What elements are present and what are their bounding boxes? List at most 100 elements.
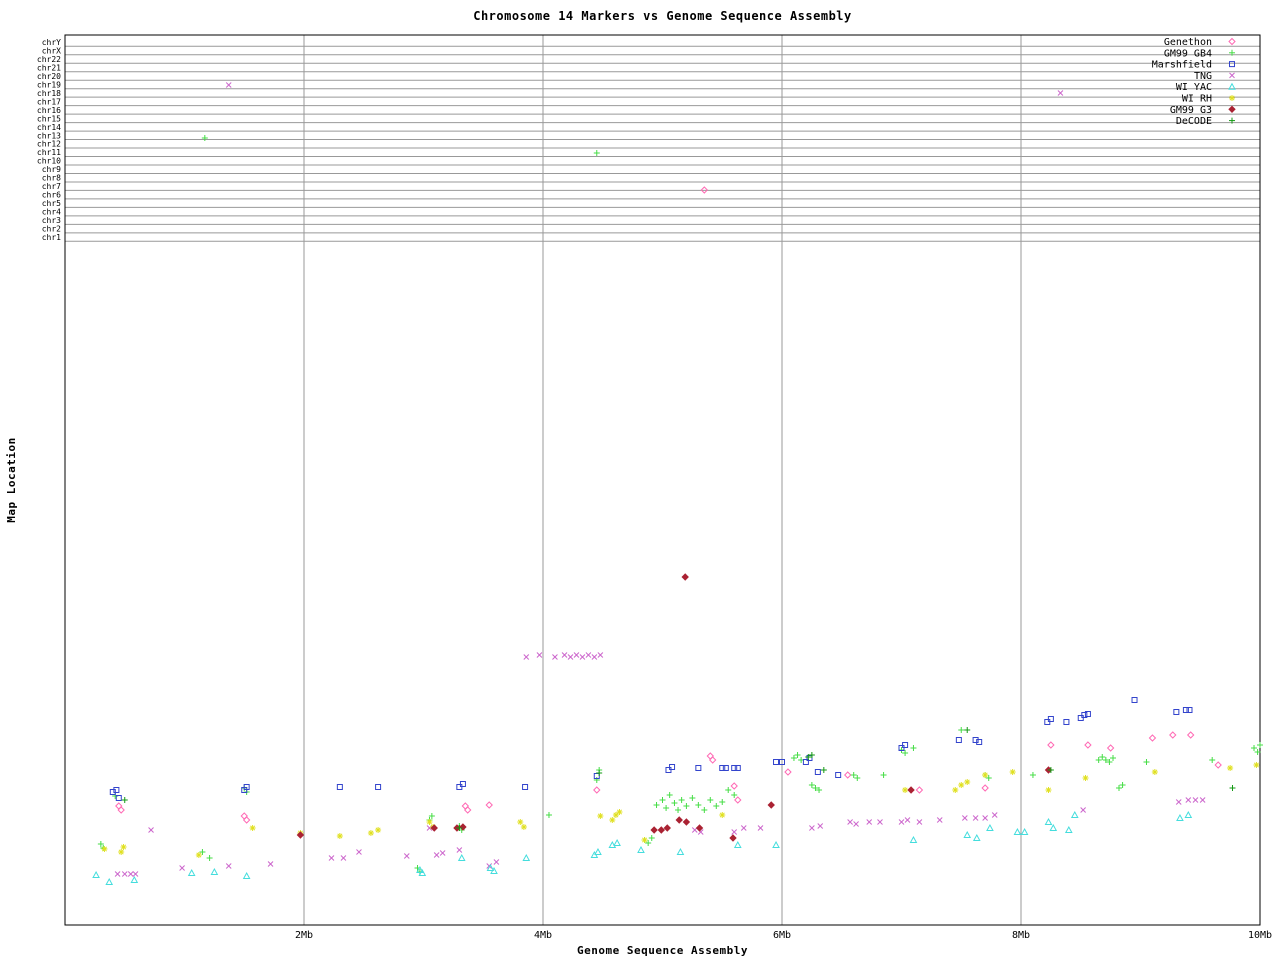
data-point-gm99-g3 <box>695 824 704 832</box>
data-point-marshfield <box>719 765 726 771</box>
legend-label: Genethon <box>1164 37 1212 48</box>
data-point-genethon <box>844 771 852 779</box>
data-point-gm99-g3 <box>663 824 671 832</box>
data-point-genethon <box>708 756 717 764</box>
data-point-genethon <box>1148 734 1157 742</box>
data-point-marshfield <box>976 739 983 745</box>
data-point-wi-yac <box>1070 810 1079 818</box>
data-point-wi-rh <box>367 830 374 836</box>
data-point-gm99-gb4 <box>1257 742 1263 748</box>
legend-label: TNG <box>1194 71 1212 82</box>
legend-label: Marshfield <box>1152 60 1212 71</box>
data-point-tng <box>267 861 274 867</box>
chromosome-label: chr7 <box>42 182 61 191</box>
data-point-wi-yac <box>210 867 219 875</box>
data-point-wi-rh <box>118 849 125 855</box>
data-point-gm99-gb4 <box>683 803 690 809</box>
chromosome-label: chr2 <box>42 225 61 234</box>
data-point-wi-rh <box>1253 762 1260 768</box>
data-point-wi-yac <box>522 853 531 861</box>
data-point-wi-rh <box>958 782 965 788</box>
data-point-marshfield <box>115 795 122 801</box>
data-point-wi-rh <box>517 819 524 825</box>
data-point-wi-rh <box>1227 765 1234 771</box>
data-point-wi-rh <box>101 846 108 852</box>
legend-marker <box>1229 117 1235 124</box>
data-point-wi-rh <box>641 837 648 843</box>
data-point-gm99-gb4 <box>666 792 673 798</box>
data-point-tng <box>356 849 362 855</box>
data-point-tng <box>523 654 530 660</box>
data-point-genethon <box>593 786 601 794</box>
data-point-marshfield <box>243 784 250 790</box>
data-point-genethon <box>700 186 709 194</box>
data-point-tng <box>866 819 873 825</box>
data-point-marshfield <box>802 759 809 765</box>
legend-label: DeCODE <box>1176 116 1212 127</box>
data-point-gm99-gb4 <box>790 755 797 761</box>
chromosome-label: chr12 <box>37 140 61 149</box>
data-point-marshfield <box>1084 711 1091 717</box>
data-point-wi-yac <box>594 847 602 855</box>
data-point-wi-yac <box>187 868 196 876</box>
data-point-tng <box>1057 90 1064 96</box>
data-point-gm99-gb4 <box>794 752 801 758</box>
data-point-marshfield <box>779 759 785 765</box>
data-point-gm99-gb4 <box>653 802 660 808</box>
data-point-tng <box>426 825 433 831</box>
data-point-genethon <box>706 752 715 760</box>
data-point-gm99-gb4 <box>678 797 685 803</box>
data-point-gm99-gb4 <box>593 150 600 156</box>
data-point-gm99-gb4 <box>854 775 861 781</box>
chromosome-label: chr15 <box>37 114 61 123</box>
chromosome-label: chr3 <box>42 216 61 225</box>
data-point-genethon <box>784 768 792 776</box>
data-point-tng <box>1080 807 1086 813</box>
data-point-gm99-g3 <box>729 834 737 842</box>
data-point-tng <box>340 855 347 861</box>
data-point-decode <box>805 754 812 760</box>
x-tick-label: 6Mb <box>773 930 791 941</box>
chart-title: Chromosome 14 Markers vs Genome Sequence… <box>473 9 852 23</box>
data-point-tng <box>493 859 500 865</box>
data-point-wi-yac <box>1049 823 1058 831</box>
data-point-tng <box>328 855 335 861</box>
data-point-tng <box>740 825 747 831</box>
data-point-gm99-gb4 <box>725 787 732 793</box>
data-point-wi-rh <box>964 779 971 785</box>
data-point-tng <box>552 654 558 660</box>
x-tick-label: 10Mb <box>1248 930 1272 941</box>
data-point-wi-rh <box>520 824 527 830</box>
data-point-tng <box>132 871 139 877</box>
data-point-tng <box>853 821 859 827</box>
data-point-tng <box>982 815 989 821</box>
data-point-marshfield <box>336 784 343 790</box>
data-point-genethon <box>461 802 470 810</box>
chromosome-label: chr18 <box>37 89 61 98</box>
data-point-wi-rh <box>719 812 726 818</box>
chromosome-label: chr16 <box>37 106 61 115</box>
data-point-gm99-g3 <box>767 801 775 809</box>
data-point-gm99-gb4 <box>663 805 670 811</box>
data-point-gm99-gb4 <box>958 727 965 733</box>
data-point-marshfield <box>835 772 842 778</box>
chromosome-label: chr8 <box>42 174 61 183</box>
data-point-genethon <box>485 801 493 809</box>
data-point-gm99-gb4 <box>648 835 655 841</box>
data-point-wi-rh <box>982 772 989 778</box>
data-point-tng <box>225 863 232 869</box>
data-point-gm99-gb4 <box>1029 772 1036 778</box>
data-point-gm99-g3 <box>650 826 658 834</box>
y-axis-label: Map Location <box>5 437 18 523</box>
legend-marker <box>1229 95 1235 101</box>
data-point-tng <box>1175 799 1182 805</box>
data-point-tng <box>1199 797 1206 803</box>
data-point-tng <box>898 819 905 825</box>
data-point-gm99-gb4 <box>1106 759 1113 765</box>
data-point-tng <box>486 863 493 869</box>
data-point-tng <box>456 847 463 853</box>
data-point-wi-yac <box>130 875 139 883</box>
data-point-tng <box>121 871 128 877</box>
data-point-gm99-gb4 <box>201 135 208 141</box>
